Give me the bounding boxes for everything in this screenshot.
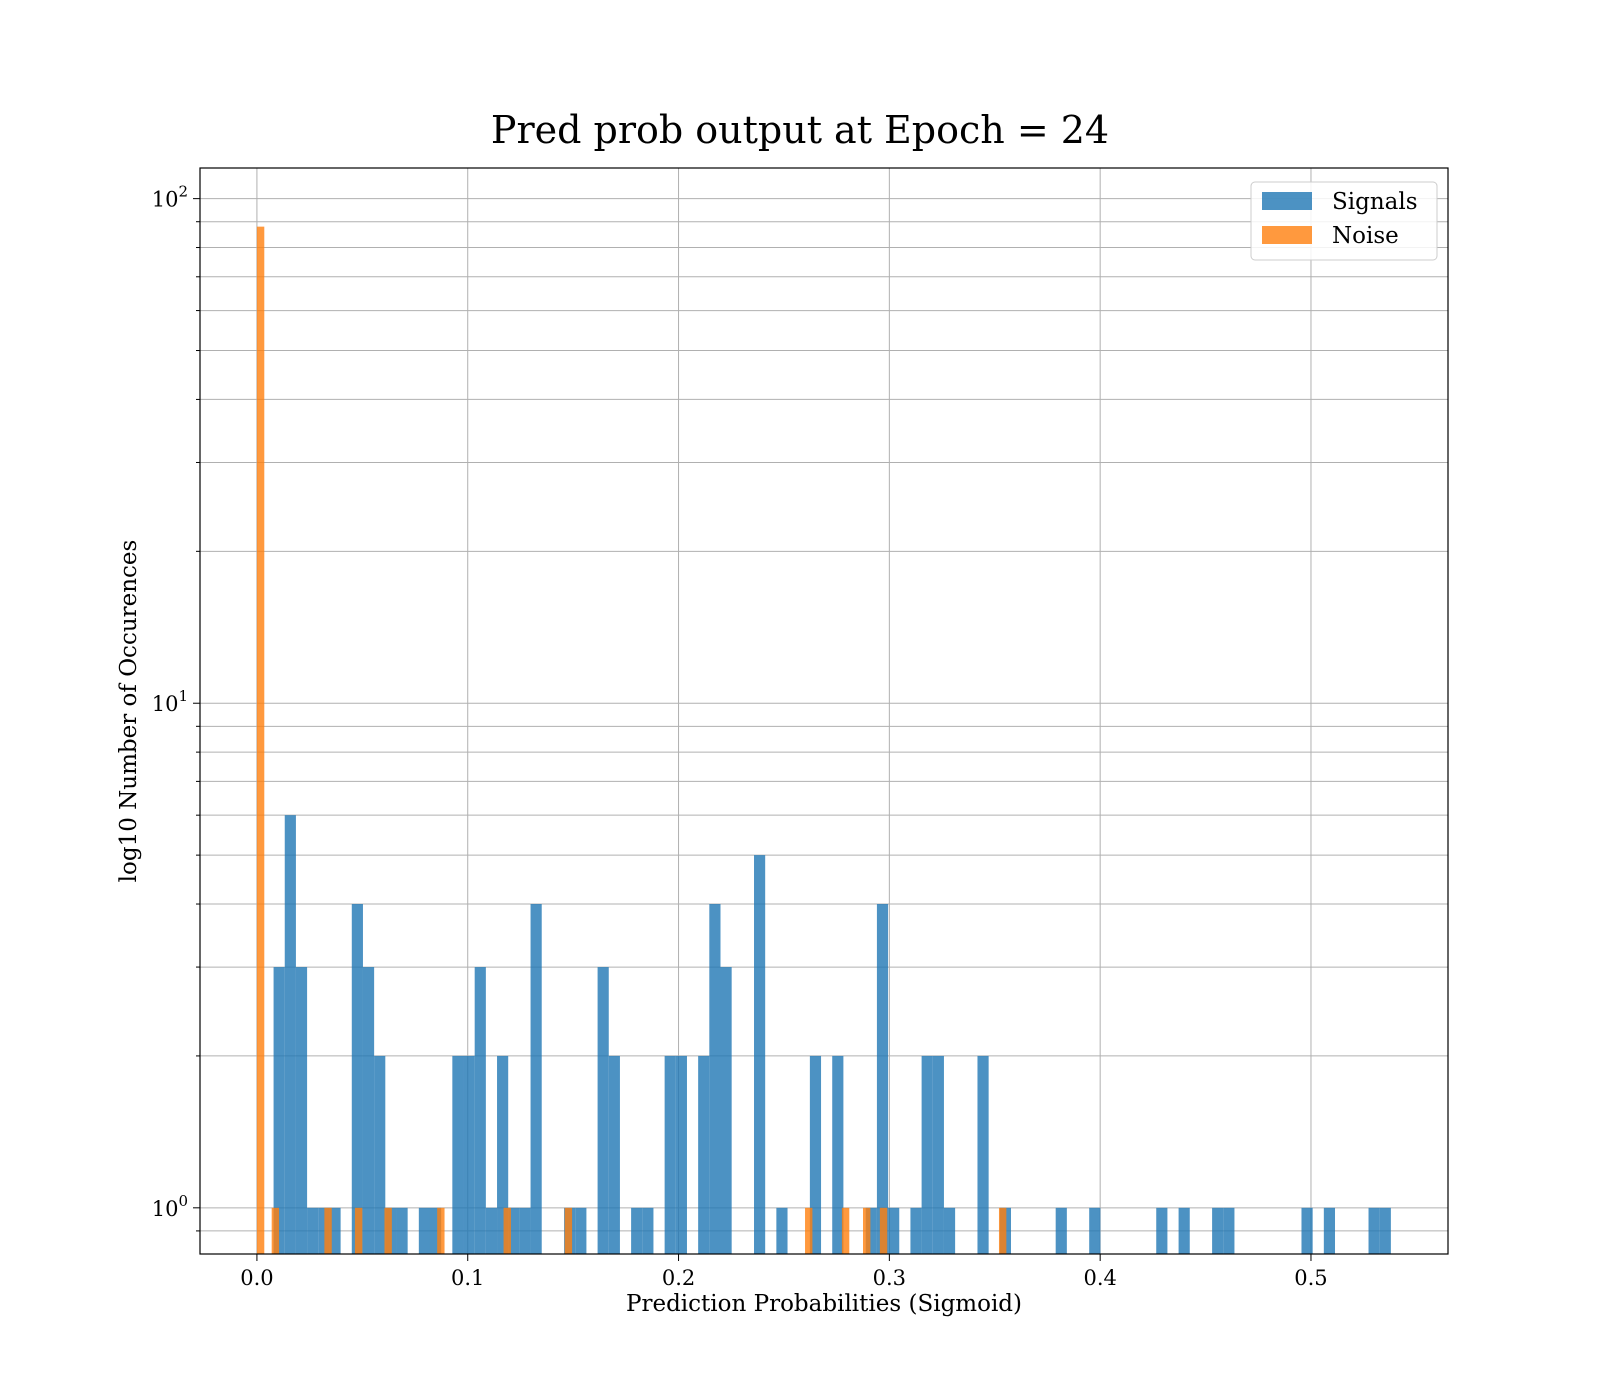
signals-bar bbox=[1178, 1207, 1190, 1254]
signals-bar bbox=[809, 1055, 822, 1254]
noise-bar bbox=[879, 1207, 888, 1254]
signals-bar bbox=[865, 1207, 877, 1254]
signals-bar bbox=[362, 967, 375, 1254]
histogram-bars bbox=[256, 226, 1391, 1254]
legend-label-noise: Noise bbox=[1332, 223, 1399, 249]
x-tick-label: 0.5 bbox=[1294, 1266, 1327, 1290]
signals-bar bbox=[943, 1207, 956, 1254]
signals-bar bbox=[284, 815, 296, 1254]
signals-bar bbox=[932, 1055, 944, 1254]
signals-bar bbox=[832, 1055, 844, 1254]
signals-bar bbox=[396, 1207, 408, 1254]
signals-bar bbox=[910, 1207, 922, 1254]
grid-lines bbox=[200, 168, 1448, 1254]
noise-bar bbox=[437, 1207, 445, 1254]
legend-label-signals: Signals bbox=[1332, 189, 1418, 215]
noise-bar bbox=[354, 1207, 363, 1254]
y-tick-label-base: 10 bbox=[152, 188, 179, 212]
signals-bar bbox=[497, 1055, 509, 1254]
series-signals bbox=[273, 815, 1391, 1254]
y-tick-label: 102 bbox=[152, 183, 188, 212]
y-axis-label: log10 Number of Occurences bbox=[116, 540, 142, 883]
chart-title: Pred prob output at Epoch = 24 bbox=[491, 108, 1109, 152]
signals-bar bbox=[1379, 1207, 1391, 1254]
signals-bar bbox=[1156, 1207, 1168, 1254]
signals-bar bbox=[698, 1055, 710, 1254]
legend-swatch-noise bbox=[1262, 226, 1312, 244]
signals-bar bbox=[575, 1207, 587, 1254]
noise-bar bbox=[805, 1207, 813, 1254]
signals-bar bbox=[754, 855, 766, 1254]
signals-bar bbox=[1301, 1207, 1313, 1254]
x-tick-label: 0.4 bbox=[1083, 1266, 1116, 1290]
signals-bar bbox=[1212, 1207, 1224, 1254]
x-tick-label: 0.2 bbox=[662, 1266, 695, 1290]
x-tick-label: 0.3 bbox=[873, 1266, 906, 1290]
signals-bar bbox=[664, 1055, 676, 1254]
signals-bar bbox=[329, 1207, 341, 1254]
x-tick-label: 0.1 bbox=[451, 1266, 484, 1290]
noise-bar bbox=[841, 1207, 850, 1254]
signals-bar bbox=[519, 1207, 531, 1254]
noise-bar bbox=[503, 1207, 511, 1254]
signals-bar bbox=[418, 1207, 430, 1254]
y-tick-label-exponent: 0 bbox=[178, 1192, 188, 1210]
signals-bar bbox=[452, 1055, 464, 1254]
signals-bar bbox=[1223, 1207, 1235, 1254]
signals-bar bbox=[709, 904, 721, 1254]
signals-bar bbox=[508, 1207, 520, 1254]
noise-bar bbox=[998, 1207, 1007, 1254]
noise-bar bbox=[324, 1207, 332, 1254]
noise-bar bbox=[384, 1207, 392, 1254]
signals-bar bbox=[351, 904, 363, 1254]
noise-bar bbox=[271, 1207, 280, 1254]
signals-bar bbox=[318, 1207, 330, 1254]
signals-bar bbox=[1323, 1207, 1336, 1254]
noise-bar bbox=[256, 226, 265, 1254]
signals-bar bbox=[530, 904, 542, 1254]
y-tick-label-base: 10 bbox=[152, 692, 179, 716]
signals-bar bbox=[429, 1207, 442, 1254]
signals-bar bbox=[1055, 1207, 1067, 1254]
noise-bar bbox=[564, 1207, 573, 1254]
plot-frame bbox=[199, 167, 1449, 1255]
y-tick-label: 100 bbox=[152, 1192, 188, 1221]
plot-area bbox=[200, 168, 1448, 1254]
noise-bar bbox=[863, 1207, 871, 1254]
signals-bar bbox=[977, 1055, 989, 1254]
series-noise bbox=[256, 226, 1007, 1254]
signals-bar bbox=[1368, 1207, 1380, 1254]
signals-bar bbox=[374, 1055, 386, 1254]
signals-bar bbox=[1089, 1207, 1101, 1254]
legend-swatch-signals bbox=[1262, 192, 1312, 210]
signals-bar bbox=[675, 1055, 687, 1254]
y-tick-label-base: 10 bbox=[152, 1197, 179, 1221]
signals-bar bbox=[295, 967, 308, 1254]
signals-bar bbox=[642, 1207, 654, 1254]
signals-bar bbox=[307, 1207, 319, 1254]
y-tick-label-exponent: 1 bbox=[178, 687, 188, 705]
x-tick-label: 0.0 bbox=[240, 1266, 273, 1290]
signals-bar bbox=[463, 1055, 475, 1254]
signals-bar bbox=[608, 1055, 620, 1254]
signals-bar bbox=[273, 967, 285, 1254]
signals-bar bbox=[776, 1207, 788, 1254]
signals-bar bbox=[597, 967, 609, 1254]
x-axis-label: Prediction Probabilities (Sigmoid) bbox=[626, 1291, 1022, 1317]
legend: Signals Noise bbox=[1250, 181, 1438, 261]
signals-bar bbox=[921, 1055, 933, 1254]
y-tick-label-exponent: 2 bbox=[178, 183, 188, 201]
signals-bar bbox=[474, 967, 486, 1254]
signals-bar bbox=[485, 1207, 498, 1254]
signals-bar bbox=[876, 904, 889, 1254]
y-tick-label: 101 bbox=[152, 687, 188, 716]
signals-bar bbox=[720, 967, 732, 1254]
signals-bar bbox=[631, 1207, 643, 1254]
signals-bar bbox=[888, 1207, 900, 1254]
